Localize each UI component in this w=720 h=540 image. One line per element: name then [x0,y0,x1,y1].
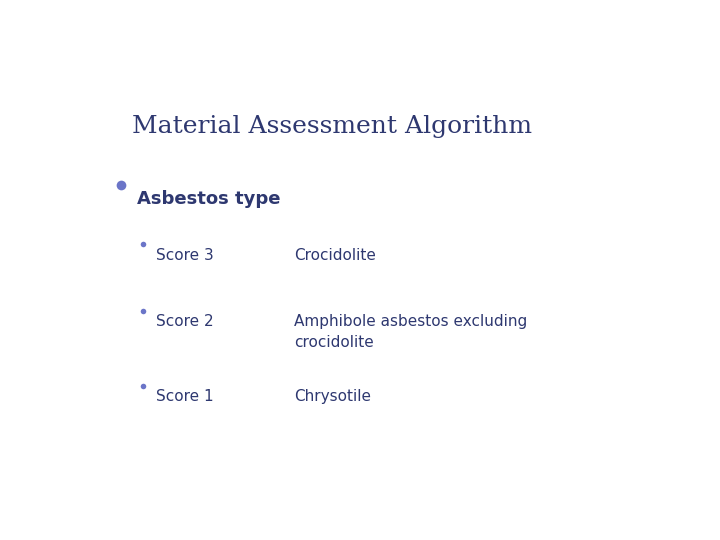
Text: Score 2: Score 2 [156,314,213,329]
Text: Asbestos type: Asbestos type [138,190,281,207]
Text: Material Assessment Algorithm: Material Assessment Algorithm [132,114,532,138]
Text: Amphibole asbestos excluding
crocidolite: Amphibole asbestos excluding crocidolite [294,314,527,350]
Text: Chrysotile: Chrysotile [294,389,371,404]
Text: Score 3: Score 3 [156,248,214,263]
Text: Crocidolite: Crocidolite [294,248,376,263]
Text: Score 1: Score 1 [156,389,213,404]
